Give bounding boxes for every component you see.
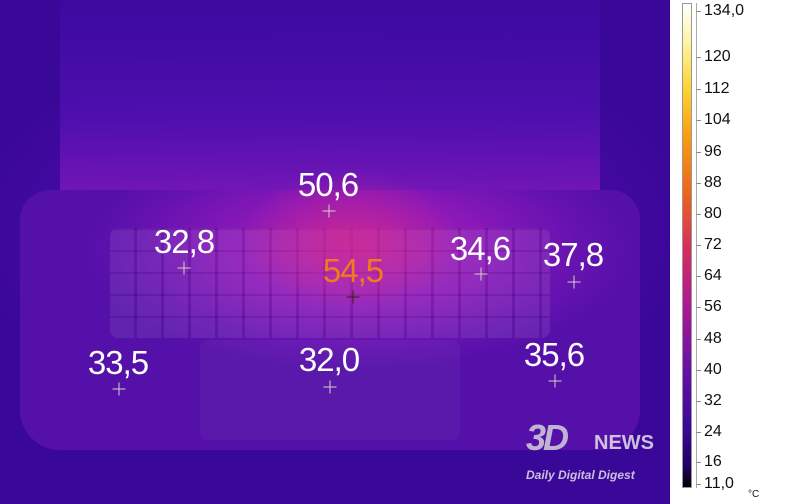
scale-tick: 120 bbox=[696, 48, 731, 66]
measurement-label: 37,8 bbox=[542, 236, 604, 273]
logo-mark: 3D bbox=[526, 417, 569, 458]
measurement-label: 50,6 bbox=[297, 166, 359, 203]
crosshair-marker bbox=[177, 261, 191, 275]
crosshair-marker bbox=[322, 204, 336, 218]
scale-tick: 96 bbox=[696, 143, 722, 161]
color-bar bbox=[682, 3, 692, 488]
scale-tick: 24 bbox=[696, 423, 722, 441]
scale-tick: 104 bbox=[696, 111, 731, 129]
crosshair-marker bbox=[346, 290, 360, 304]
hotspot bbox=[240, 170, 460, 310]
logo-text: NEWS bbox=[594, 432, 654, 454]
crosshair-marker bbox=[474, 267, 488, 281]
crosshair-marker bbox=[112, 382, 126, 396]
scale-max-label: 134,0 bbox=[696, 2, 744, 20]
scale-tick: 16 bbox=[696, 453, 722, 471]
unit-label: °C bbox=[748, 489, 760, 500]
measurement-label: 34,6 bbox=[449, 230, 511, 267]
scale-tick: 72 bbox=[696, 236, 722, 254]
laptop-lid bbox=[60, 0, 600, 200]
scale-tick: 88 bbox=[696, 174, 722, 192]
scale-tick: 80 bbox=[696, 205, 722, 223]
scale-tick: 64 bbox=[696, 267, 722, 285]
thermal-image: 50,6 32,8 54,5 34,6 37,8 33,5 32,0 35,6 bbox=[0, 0, 670, 504]
crosshair-marker bbox=[323, 380, 337, 394]
measurement-label-max: 54,5 bbox=[322, 252, 384, 289]
crosshair-marker bbox=[567, 275, 581, 289]
scale-tick: 40 bbox=[696, 361, 722, 379]
measurement-label: 32,8 bbox=[153, 223, 215, 260]
scale-tick: 48 bbox=[696, 330, 722, 348]
measurement-label: 32,0 bbox=[298, 341, 360, 378]
logo-tagline: Daily Digital Digest bbox=[526, 468, 635, 482]
temperature-scale: 134,0 120 112 104 96 88 80 72 64 56 48 4… bbox=[670, 0, 800, 504]
scale-min-label: 11,0 bbox=[696, 475, 734, 493]
scale-tick: 56 bbox=[696, 298, 722, 316]
watermark-logo: 3D NEWS Daily Digital Digest bbox=[522, 418, 667, 500]
scale-tick: 112 bbox=[696, 80, 730, 98]
scale-tick: 32 bbox=[696, 392, 722, 410]
measurement-label: 33,5 bbox=[87, 344, 149, 381]
measurement-label: 35,6 bbox=[523, 336, 585, 373]
crosshair-marker bbox=[548, 374, 562, 388]
